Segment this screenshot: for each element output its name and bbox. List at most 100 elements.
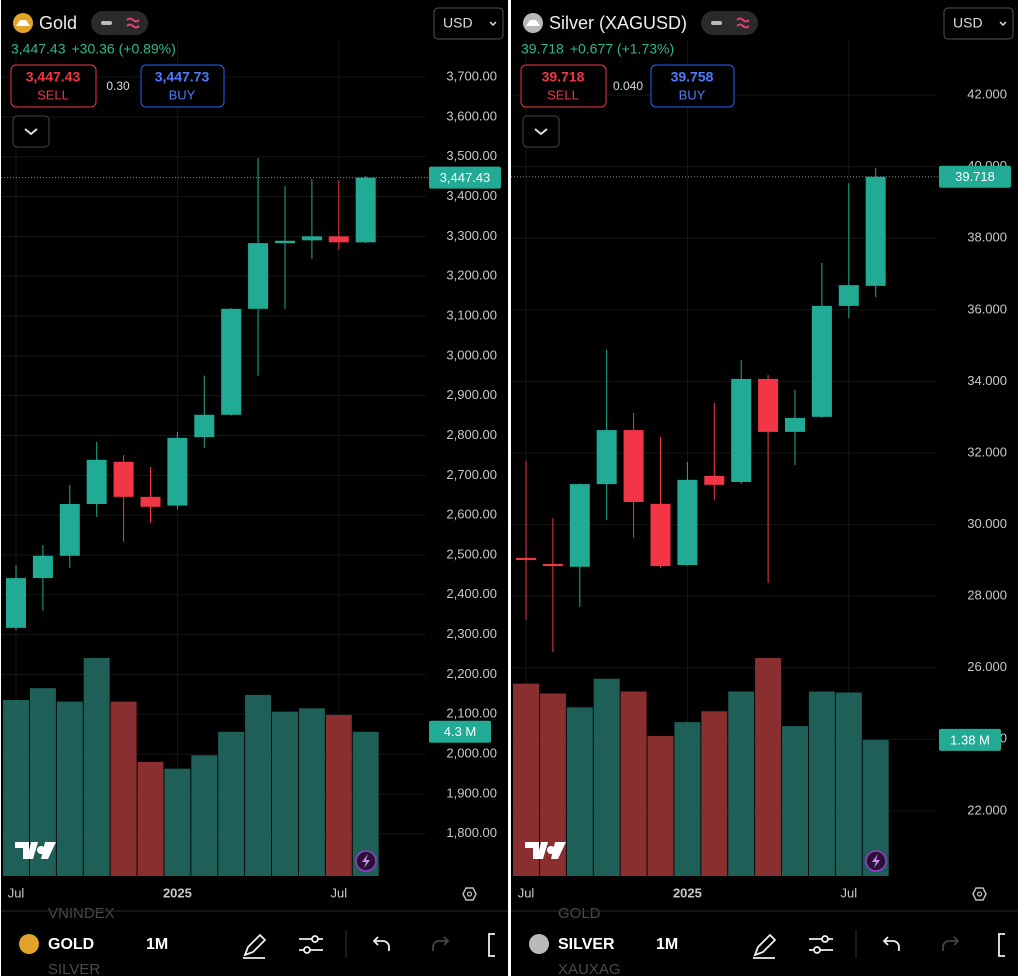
x-tick-label: Jul — [330, 885, 347, 900]
sell-label: SELL — [37, 87, 69, 102]
toolbar-interval[interactable]: 1M — [146, 936, 168, 953]
candle-body — [194, 414, 215, 438]
expand-button[interactable] — [522, 115, 560, 148]
indicators-knob — [813, 946, 821, 954]
draw-tool-icon[interactable] — [753, 933, 777, 959]
y-tick-label: 32.000 — [967, 444, 1007, 459]
toolbar-logo — [529, 934, 549, 954]
y-tick-label: 2,800.00 — [446, 427, 497, 442]
y-tick-label: 38.000 — [967, 230, 1007, 245]
tradingview-logo — [15, 842, 46, 859]
buy-button[interactable] — [650, 64, 735, 108]
buy-button[interactable] — [140, 64, 225, 108]
y-tick-label: 22.000 — [967, 802, 1007, 817]
chart: 1,800.00 1,900.00 2,000.00 2,100.00 2,200.00… — [1, 40, 501, 900]
toolbar-symbol[interactable]: GOLD — [48, 936, 94, 953]
volume-label-box — [429, 720, 491, 743]
y-tick-label: 3,500.00 — [446, 148, 497, 163]
volume-label: 4.3 M — [444, 724, 477, 739]
indicators-icon[interactable] — [299, 938, 323, 951]
sell-button[interactable] — [520, 64, 607, 108]
mode-toggle[interactable] — [91, 11, 149, 35]
undo-icon[interactable] — [372, 936, 390, 951]
candle-body — [275, 240, 295, 244]
draw-tool-icon[interactable] — [243, 933, 267, 959]
volume-bar — [245, 694, 272, 876]
volume-bar — [808, 691, 835, 876]
toolbar-interval[interactable]: 1M — [656, 936, 678, 953]
sell-button[interactable] — [10, 64, 97, 108]
toolbar-symbol[interactable]: SILVER — [558, 936, 615, 953]
candle-body — [838, 285, 859, 306]
spread: 0.040 — [613, 79, 643, 93]
y-tick-label: 28.000 — [967, 588, 1007, 603]
volume-label: 1.38 M — [950, 732, 990, 747]
currency-select[interactable] — [943, 7, 1014, 40]
settings-dot — [976, 891, 983, 897]
redo-icon[interactable] — [432, 936, 450, 951]
mode-toggle[interactable] — [701, 11, 759, 35]
volume-bar — [674, 722, 701, 876]
currency-select[interactable] — [433, 7, 504, 40]
currency-chevron — [489, 21, 497, 27]
x-tick-label: Jul — [840, 885, 857, 900]
volume-bar — [620, 691, 647, 876]
volume-bar — [325, 715, 352, 876]
candle-body — [6, 578, 26, 628]
candle-body — [623, 430, 644, 503]
toolbar — [511, 921, 1018, 967]
y-tick-label: 36.000 — [967, 301, 1007, 316]
watchlist-item: SILVER — [48, 961, 100, 976]
x-tick-label: 2025 — [673, 885, 702, 900]
volume-bar — [272, 711, 298, 876]
volume-bar — [56, 701, 83, 876]
y-tick-label: 42.000 — [967, 87, 1007, 102]
settings-icon[interactable] — [462, 887, 477, 901]
candle-body — [704, 475, 725, 485]
indicators-knob — [303, 946, 311, 954]
watchlist-item: VNINDEX — [48, 905, 115, 922]
fullscreen-icon[interactable] — [998, 933, 1005, 957]
y-tick-label: 2,100.00 — [446, 706, 497, 721]
candle-body — [865, 176, 886, 286]
volume-bar — [728, 691, 755, 876]
redo-icon[interactable] — [942, 936, 960, 951]
candle-body — [221, 308, 242, 415]
volume-bar — [835, 692, 862, 876]
y-tick-label: 2,200.00 — [446, 666, 497, 681]
candle-body — [596, 430, 617, 485]
toggle-wave — [126, 17, 140, 29]
currency-label: USD — [443, 15, 473, 31]
y-tick-label: 1,800.00 — [446, 825, 497, 840]
expand-chevron — [534, 128, 548, 136]
x-tick-label: Jul — [518, 885, 535, 900]
symbol-title: Silver (XAGUSD) — [549, 13, 687, 33]
fullscreen-icon[interactable] — [488, 933, 495, 957]
y-tick-label: 2,900.00 — [446, 387, 497, 402]
volume-bar — [647, 735, 674, 876]
price-change: +0.677 (+1.73%) — [570, 41, 674, 57]
x-tick-label: Jul — [8, 885, 25, 900]
volume-bar — [298, 708, 325, 876]
indicators-icon[interactable] — [809, 938, 833, 951]
price-change: +30.36 (+0.89%) — [72, 41, 176, 57]
tradingview-logo — [551, 842, 566, 859]
settings-icon[interactable] — [972, 887, 987, 901]
y-tick-label: 3,000.00 — [446, 347, 497, 362]
last-price-box — [939, 165, 1011, 188]
y-tick-label: 2,700.00 — [446, 467, 497, 482]
expand-button[interactable] — [12, 115, 50, 148]
candle-body — [140, 496, 161, 507]
volume-bar — [137, 761, 164, 876]
toggle-dash — [711, 21, 723, 25]
sell-price: 3,447.43 — [26, 69, 81, 85]
undo-icon[interactable] — [882, 936, 900, 951]
candle-body — [248, 243, 269, 309]
volume-bar — [164, 768, 191, 876]
y-tick-label: 2,400.00 — [446, 586, 497, 601]
y-tick-label: 3,700.00 — [446, 68, 497, 83]
indicators-knob — [311, 935, 319, 943]
volume-bar — [593, 678, 620, 876]
candle-body — [32, 555, 53, 579]
currency-label: USD — [953, 15, 983, 31]
